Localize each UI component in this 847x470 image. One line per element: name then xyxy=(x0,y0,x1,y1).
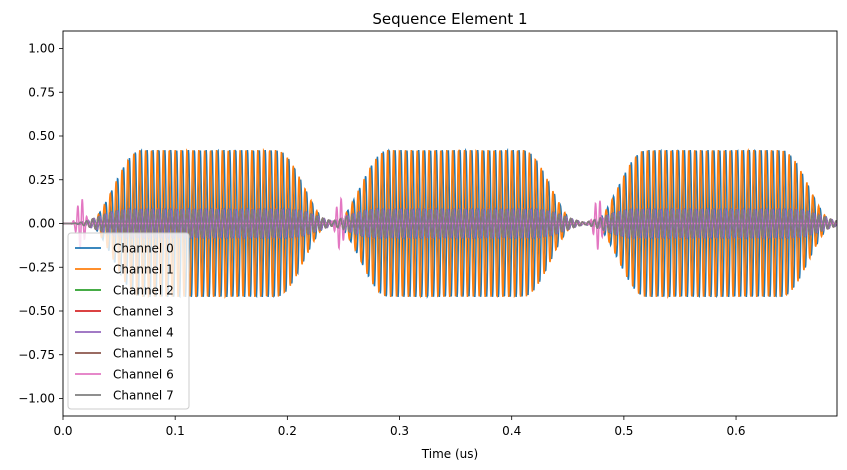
legend-box xyxy=(67,232,190,410)
legend-label-channel-0: Channel 0 xyxy=(113,242,174,256)
y-tick-label: −0.75 xyxy=(18,348,55,362)
series-line-channel-0 xyxy=(63,147,837,299)
y-tick-label: −0.25 xyxy=(18,260,55,274)
y-tick-label: −1.00 xyxy=(18,392,55,406)
legend-label-channel-7: Channel 7 xyxy=(113,389,174,403)
series-line-channel-7 xyxy=(63,207,837,240)
legend-label-channel-3: Channel 3 xyxy=(113,305,174,319)
x-tick-label: 0.2 xyxy=(278,424,297,438)
legend-label-channel-2: Channel 2 xyxy=(113,284,174,298)
legend-label-channel-4: Channel 4 xyxy=(113,326,174,340)
plot-lines xyxy=(63,147,837,299)
x-tick-label: 0.3 xyxy=(390,424,409,438)
x-tick-label: 0.1 xyxy=(166,424,185,438)
legend: Channel 0 Channel 1 Channel 2 Channel 3 Chan… xyxy=(67,232,190,410)
x-axis-ticks: 0.0 0.1 0.2 0.3 0.4 0.5 0.6 xyxy=(53,416,746,438)
y-tick-label: 0.50 xyxy=(28,129,55,143)
y-tick-label: 1.00 xyxy=(28,42,55,56)
x-tick-label: 0.6 xyxy=(726,424,745,438)
x-tick-label: 0.0 xyxy=(53,424,72,438)
x-tick-label: 0.5 xyxy=(614,424,633,438)
legend-label-channel-6: Channel 6 xyxy=(113,368,174,382)
legend-label-channel-1: Channel 1 xyxy=(113,263,174,277)
legend-label-channel-5: Channel 5 xyxy=(113,347,174,361)
y-tick-label: −0.50 xyxy=(18,304,55,318)
chart-title: Sequence Element 1 xyxy=(372,10,527,28)
series-line-channel-4 xyxy=(63,207,837,240)
y-tick-label: 0.75 xyxy=(28,85,55,99)
y-tick-label: 0.00 xyxy=(28,217,55,231)
y-axis-ticks: −1.00 −0.75 −0.50 −0.25 0.00 0.25 0.50 0.75 1.00 xyxy=(18,42,63,406)
y-tick-label: 0.25 xyxy=(28,173,55,187)
x-axis-label: Time (us) xyxy=(421,447,478,461)
x-tick-label: 0.4 xyxy=(502,424,521,438)
